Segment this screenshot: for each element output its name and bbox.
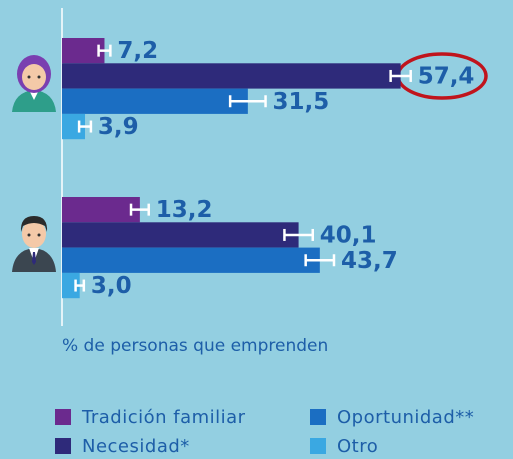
woman-icon [12, 55, 56, 112]
value-label: 43,7 [341, 248, 398, 274]
error-bar [97, 44, 112, 57]
bar [62, 113, 86, 140]
bar [62, 272, 80, 299]
value-label: 57,4 [418, 63, 475, 89]
value-label: 40,1 [320, 222, 377, 248]
error-bar [129, 203, 150, 216]
error-bar [77, 120, 93, 133]
error-bar [389, 69, 412, 82]
legend-swatch [310, 409, 326, 425]
error-bar [74, 279, 86, 292]
x-axis-label: % de personas que emprenden [62, 336, 328, 356]
value-label: 31,5 [273, 89, 330, 115]
error-bar [304, 254, 336, 267]
legend-swatch [55, 438, 71, 454]
legend-label: Oportunidad** [337, 407, 474, 428]
legend-label: Otro [337, 436, 378, 457]
error-bar [228, 95, 267, 108]
bar [62, 88, 248, 114]
man-icon [12, 216, 56, 272]
legend-label: Necesidad* [82, 436, 190, 457]
value-label: 7,2 [117, 38, 158, 64]
legend-swatch [310, 438, 326, 454]
error-bar [283, 228, 314, 241]
value-label: 13,2 [156, 197, 213, 223]
legend-label: Tradición familiar [81, 407, 246, 428]
value-label: 3,9 [98, 114, 139, 140]
bar [62, 197, 140, 223]
bar [62, 63, 401, 89]
bar [62, 247, 320, 273]
legend-swatch [55, 409, 71, 425]
value-label: 3,0 [91, 273, 132, 299]
bar [62, 222, 299, 248]
